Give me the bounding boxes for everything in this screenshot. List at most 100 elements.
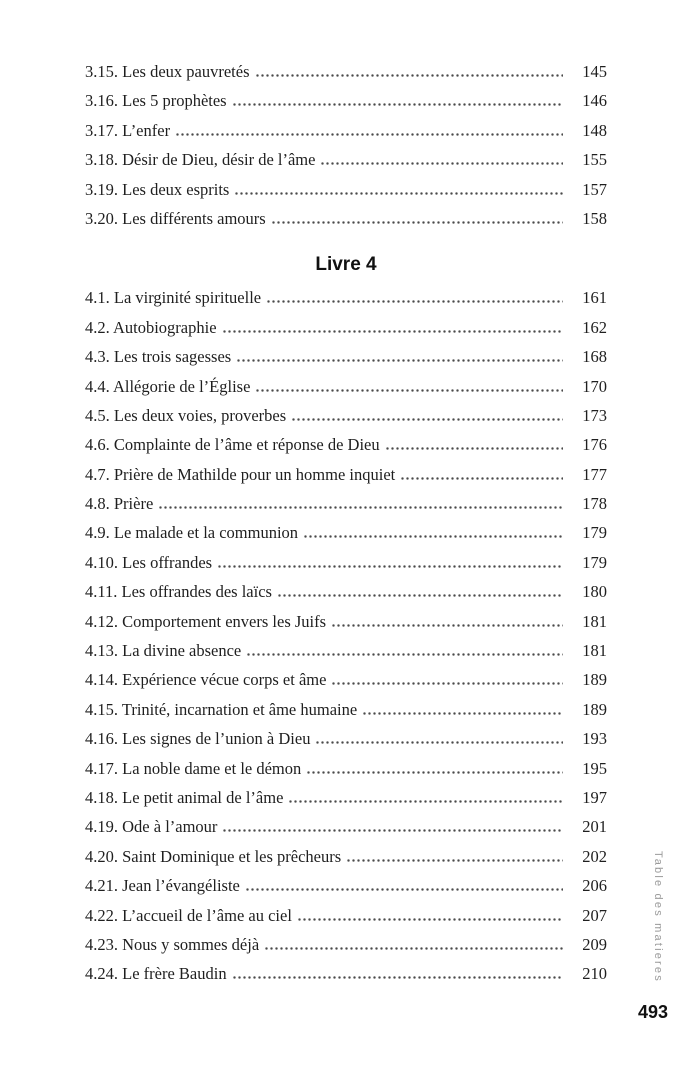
toc-entry-page-number: 210 xyxy=(582,964,607,984)
toc-entry-page-number: 176 xyxy=(582,435,607,455)
toc-entry: 4.3. Les trois sagesses 168 xyxy=(85,342,607,371)
dot-leader xyxy=(244,887,563,892)
toc-entry: 4.17. La noble dame et le démon 195 xyxy=(85,754,607,783)
dot-leader xyxy=(346,857,563,862)
dot-leader xyxy=(384,446,563,451)
table-of-contents: 3.15. Les deux pauvretés 145 3.16. Les 5 p… xyxy=(85,57,607,989)
dot-leader xyxy=(246,652,563,657)
dot-leader xyxy=(303,534,563,539)
toc-entry: 3.20. Les différents amours 158 xyxy=(85,204,607,233)
toc-entry-label: 4.18. Le petit animal de l’âme xyxy=(85,787,284,807)
toc-entry: 4.1. La virginité spirituelle 161 xyxy=(85,283,607,312)
toc-entry-page-number: 145 xyxy=(582,62,607,81)
toc-entry-label: 4.1. La virginité spirituelle xyxy=(85,288,262,308)
toc-entry: 4.18. Le petit animal de l’âme 197 xyxy=(85,783,607,812)
toc-entry-page-number: 146 xyxy=(582,91,607,111)
toc-entry-label: 4.22. L’accueil de l’âme au ciel xyxy=(85,905,292,925)
toc-entry: 4.16. Les signes de l’union à Dieu 193 xyxy=(85,724,607,753)
toc-entry: 4.11. Les offrandes des laïcs 180 xyxy=(85,577,607,606)
toc-entry: 4.20. Saint Dominique et les prêcheurs 20… xyxy=(85,842,607,871)
toc-entry-page-number: 207 xyxy=(582,905,607,925)
toc-entry: 4.22. L’accueil de l’âme au ciel 207 xyxy=(85,901,607,930)
toc-entry-page-number: 168 xyxy=(582,347,607,367)
toc-entry: 4.10. Les offrandes 179 xyxy=(85,548,607,577)
toc-entry-label: 4.15. Trinité, incarnation et âme humain… xyxy=(85,699,358,719)
dot-leader xyxy=(331,681,563,686)
toc-entry-page-number: 195 xyxy=(582,758,607,778)
toc-entry: 4.7. Prière de Mathilde pour un homme in… xyxy=(85,460,607,489)
toc-entry-page-number: 180 xyxy=(582,582,607,602)
dot-leader xyxy=(231,975,563,980)
toc-entry-label: 4.9. Le malade et la communion xyxy=(85,523,299,543)
dot-leader xyxy=(158,505,563,510)
toc-entry: 4.12. Comportement envers les Juifs 181 xyxy=(85,607,607,636)
dot-leader xyxy=(264,945,563,950)
toc-entry-label: 4.19. Ode à l’amour xyxy=(85,817,218,837)
toc-entry-page-number: 179 xyxy=(582,552,607,572)
dot-leader xyxy=(306,769,563,774)
dot-leader xyxy=(315,740,563,745)
toc-entry-page-number: 158 xyxy=(582,208,607,228)
dot-leader xyxy=(222,828,563,833)
toc-entry-page-number: 148 xyxy=(582,120,607,140)
dot-leader xyxy=(331,622,563,627)
toc-entry-page-number: 173 xyxy=(582,405,607,425)
dot-leader xyxy=(217,563,563,568)
toc-entry-label: 4.12. Comportement envers les Juifs xyxy=(85,611,327,631)
toc-entry-label: 4.14. Expérience vécue corps et âme xyxy=(85,670,327,690)
dot-leader xyxy=(221,328,563,333)
toc-entry: 4.5. Les deux voies, proverbes 173 xyxy=(85,401,607,430)
toc-entry-label: 4.16. Les signes de l’union à Dieu xyxy=(85,729,311,749)
dot-leader xyxy=(400,475,563,480)
toc-entry-page-number: 206 xyxy=(582,876,607,896)
dot-leader xyxy=(266,299,563,304)
dot-leader xyxy=(276,593,563,598)
toc-entry-label: 4.21. Jean l’évangéliste xyxy=(85,876,240,896)
toc-entry-page-number: 209 xyxy=(582,934,607,954)
toc-entry-page-number: 181 xyxy=(582,641,607,661)
toc-entry-label: 3.18. Désir de Dieu, désir de l’âme xyxy=(85,150,316,170)
dot-leader xyxy=(270,219,563,224)
toc-entry-label: 4.10. Les offrandes xyxy=(85,552,213,572)
toc-entry-page-number: 177 xyxy=(582,464,607,484)
toc-entry-page-number: 202 xyxy=(582,846,607,866)
toc-entry: 3.16. Les 5 prophètes 146 xyxy=(85,86,607,115)
toc-entry: 4.21. Jean l’évangéliste 206 xyxy=(85,871,607,900)
dot-leader xyxy=(362,710,563,715)
toc-entry-page-number: 157 xyxy=(582,179,607,199)
toc-entry-page-number: 193 xyxy=(582,729,607,749)
toc-entry: 4.9. Le malade et la communion 179 xyxy=(85,518,607,547)
toc-entry-label: 3.20. Les différents amours xyxy=(85,208,266,228)
dot-leader xyxy=(236,358,563,363)
toc-entry: 4.19. Ode à l’amour 201 xyxy=(85,812,607,841)
toc-entry-page-number: 179 xyxy=(582,523,607,543)
toc-entry: 3.18. Désir de Dieu, désir de l’âme 155 xyxy=(85,145,607,174)
toc-entry: 3.19. Les deux esprits 157 xyxy=(85,175,607,204)
toc-entry-label: 4.4. Allégorie de l’Église xyxy=(85,376,251,396)
toc-entry-page-number: 162 xyxy=(582,317,607,337)
toc-entry: 4.23. Nous y sommes déjà 209 xyxy=(85,930,607,959)
toc-entry-label: 4.6. Complainte de l’âme et réponse de D… xyxy=(85,435,380,455)
toc-entry-label: 4.2. Autobiographie xyxy=(85,317,217,337)
dot-leader xyxy=(291,416,563,421)
toc-entry-label: 4.11. Les offrandes des laïcs xyxy=(85,582,272,602)
toc-entry: 4.24. Le frère Baudin 210 xyxy=(85,959,607,988)
toc-entry-label: 4.3. Les trois sagesses xyxy=(85,347,232,367)
toc-entry: 4.13. La divine absence 181 xyxy=(85,636,607,665)
toc-entry-label: 3.16. Les 5 prophètes xyxy=(85,91,227,111)
toc-entry-label: 4.23. Nous y sommes déjà xyxy=(85,934,260,954)
dot-leader xyxy=(320,161,563,166)
dot-leader xyxy=(175,131,563,136)
toc-entry-label: 3.17. L’enfer xyxy=(85,120,171,140)
toc-entry: 3.17. L’enfer 148 xyxy=(85,116,607,145)
toc-entry-label: 4.24. Le frère Baudin xyxy=(85,964,227,984)
toc-entry-label: 4.5. Les deux voies, proverbes xyxy=(85,405,287,425)
page-number: 493 xyxy=(637,1002,668,1022)
toc-entry-page-number: 178 xyxy=(582,494,607,514)
toc-entry: 3.15. Les deux pauvretés 145 xyxy=(85,57,607,86)
toc-entry-label: 4.17. La noble dame et le démon xyxy=(85,758,302,778)
toc-entry-label: 4.20. Saint Dominique et les prêcheurs xyxy=(85,846,342,866)
toc-entry-page-number: 189 xyxy=(582,670,607,690)
toc-entry-page-number: 201 xyxy=(582,817,607,837)
